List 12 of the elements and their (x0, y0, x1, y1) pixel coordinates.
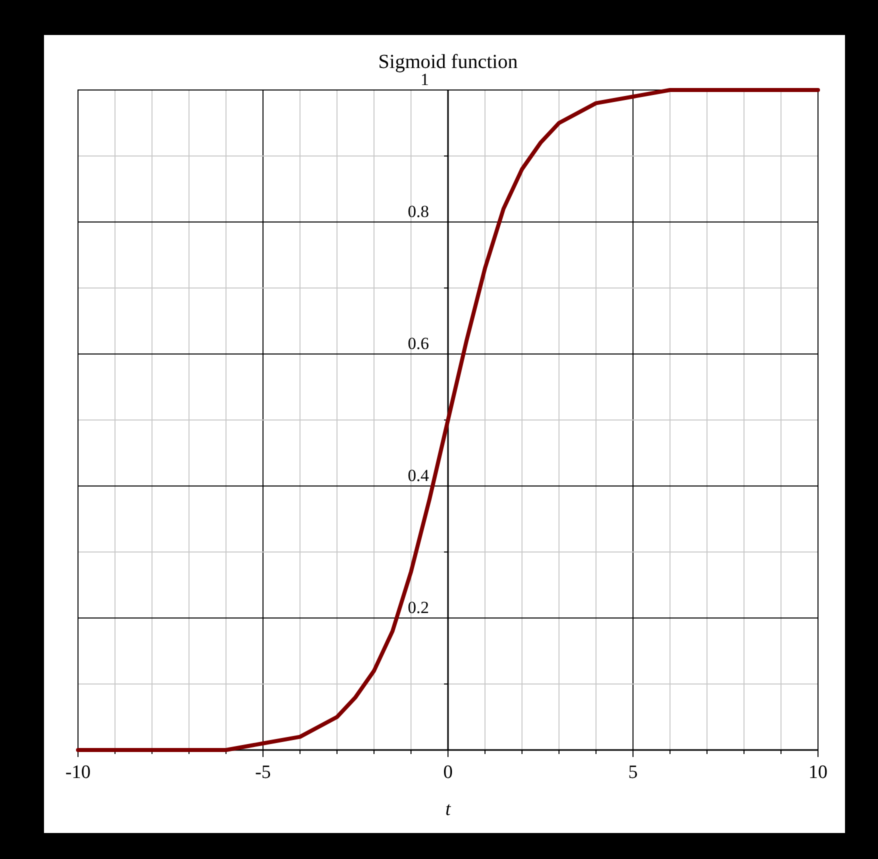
y-tick-label: 0.4 (408, 466, 430, 485)
y-tick-label: 0.8 (408, 202, 429, 221)
chart-title: Sigmoid function (378, 51, 518, 73)
y-tick-label: 1 (420, 70, 429, 89)
x-tick-label: -5 (255, 762, 271, 783)
x-axis-title: t (445, 799, 452, 820)
x-tick-label: -10 (65, 762, 91, 783)
x-tick-label: 10 (808, 762, 828, 783)
x-tick-label: 0 (443, 762, 453, 783)
y-tick-label: 0.2 (408, 598, 429, 617)
x-tick-label: 5 (628, 762, 638, 783)
y-tick-label: 0.6 (408, 334, 429, 353)
